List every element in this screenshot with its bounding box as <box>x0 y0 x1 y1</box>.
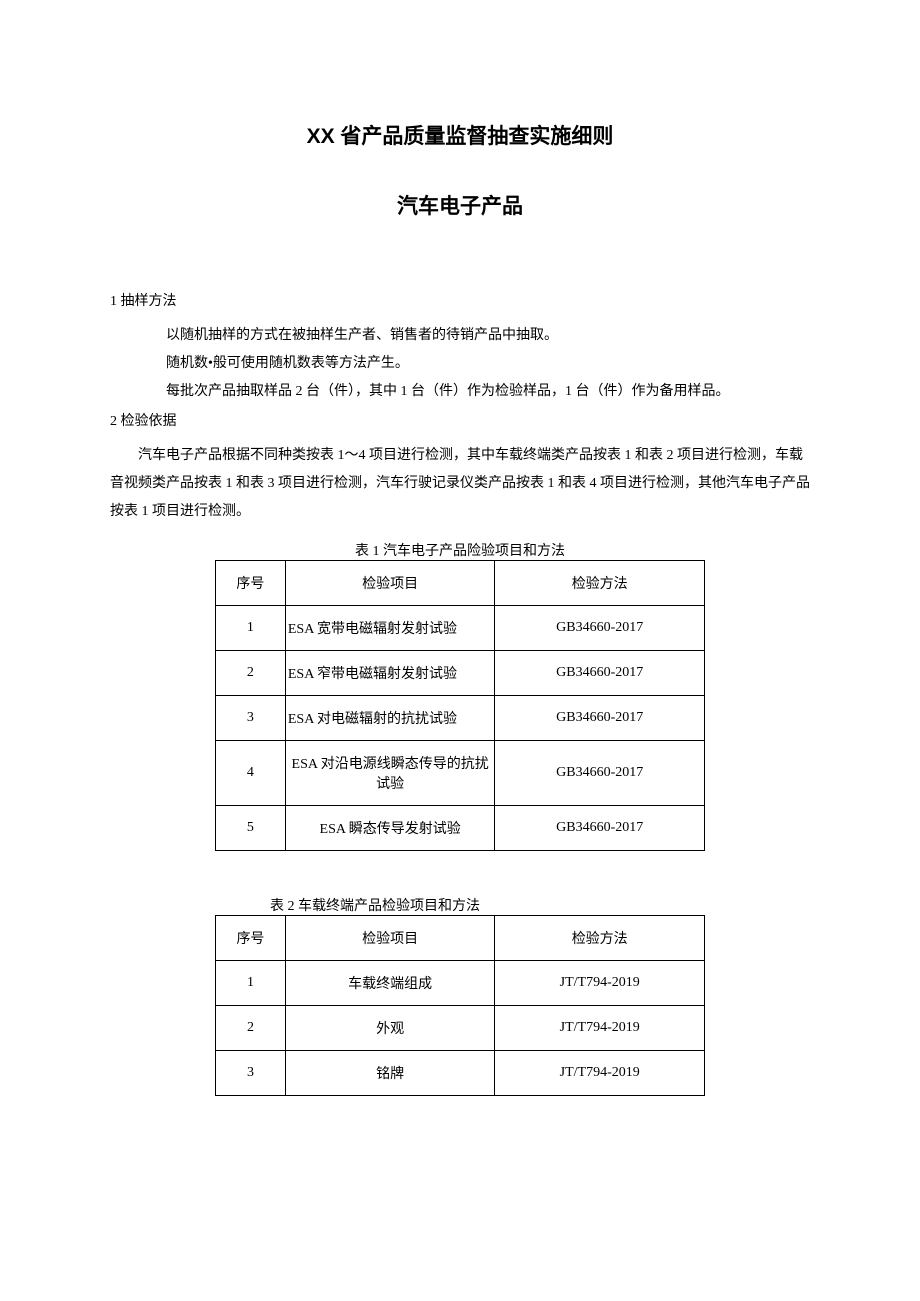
table-cell-num: 2 <box>216 651 286 696</box>
table-header-item: 检验项目 <box>285 916 495 961</box>
document-title: XX 省产品质量监督抽查实施细则 <box>110 120 810 150</box>
table-cell-method: JT/T794-2019 <box>495 1006 705 1051</box>
table-row: 1 车载终端组成 JT/T794-2019 <box>216 961 705 1006</box>
table-row: 2 外观 JT/T794-2019 <box>216 1006 705 1051</box>
table-cell-item: ESA 瞬态传导发射试验 <box>285 806 495 851</box>
table-row: 3 ESA 对电磁辐射的抗扰试验 GB34660-2017 <box>216 696 705 741</box>
table-cell-item: ESA 窄带电磁辐射发射试验 <box>285 651 495 696</box>
table-row: 2 ESA 窄带电磁辐射发射试验 GB34660-2017 <box>216 651 705 696</box>
table-1-caption: 表 1 汽车电子产品险验项目和方法 <box>110 540 810 560</box>
table-header-num: 序号 <box>216 916 286 961</box>
table-2-caption: 表 2 车载终端产品检验项目和方法 <box>110 895 810 915</box>
table-header-method: 检验方法 <box>495 561 705 606</box>
document-subtitle: 汽车电子产品 <box>110 190 810 220</box>
table-cell-num: 5 <box>216 806 286 851</box>
table-cell-item: 外观 <box>285 1006 495 1051</box>
table-cell-method: JT/T794-2019 <box>495 961 705 1006</box>
table-cell-item: ESA 对电磁辐射的抗扰试验 <box>285 696 495 741</box>
table-cell-num: 3 <box>216 696 286 741</box>
table-cell-num: 1 <box>216 606 286 651</box>
table-cell-num: 3 <box>216 1051 286 1096</box>
section-1-para-3: 每批次产品抽取样品 2 台（件），其中 1 台（件）作为检验样品，1 台（件）作… <box>110 378 810 406</box>
table-cell-num: 1 <box>216 961 286 1006</box>
section-1-para-2: 随机数•般可使用随机数表等方法产生。 <box>110 350 810 378</box>
table-cell-method: GB34660-2017 <box>495 696 705 741</box>
table-cell-num: 2 <box>216 1006 286 1051</box>
table-cell-item: 铭牌 <box>285 1051 495 1096</box>
table-row: 序号 检验项目 检验方法 <box>216 561 705 606</box>
table-row: 5 ESA 瞬态传导发射试验 GB34660-2017 <box>216 806 705 851</box>
table-header-num: 序号 <box>216 561 286 606</box>
table-cell-num: 4 <box>216 741 286 806</box>
table-row: 1 ESA 宽带电磁辐射发射试验 GB34660-2017 <box>216 606 705 651</box>
section-2-heading: 2 检验依据 <box>110 410 810 430</box>
table-2: 序号 检验项目 检验方法 1 车载终端组成 JT/T794-2019 2 外观 … <box>215 915 705 1096</box>
table-row: 4 ESA 对沿电源线瞬态传导的抗扰试验 GB34660-2017 <box>216 741 705 806</box>
table-cell-item: 车载终端组成 <box>285 961 495 1006</box>
table-cell-item: ESA 对沿电源线瞬态传导的抗扰试验 <box>285 741 495 806</box>
table-cell-method: GB34660-2017 <box>495 651 705 696</box>
section-2-para-1: 汽车电子产品根据不同种类按表 1～4 项目进行检测，其中车载终端类产品按表 1 … <box>110 442 810 526</box>
section-1-heading: 1 抽样方法 <box>110 290 810 310</box>
table-cell-item: ESA 宽带电磁辐射发射试验 <box>285 606 495 651</box>
table-row: 3 铭牌 JT/T794-2019 <box>216 1051 705 1096</box>
table-cell-method: GB34660-2017 <box>495 806 705 851</box>
table-cell-method: GB34660-2017 <box>495 741 705 806</box>
table-header-item: 检验项目 <box>285 561 495 606</box>
table-header-method: 检验方法 <box>495 916 705 961</box>
table-cell-method: JT/T794-2019 <box>495 1051 705 1096</box>
section-1-para-1: 以随机抽样的方式在被抽样生产者、销售者的待销产品中抽取。 <box>110 322 810 350</box>
table-row: 序号 检验项目 检验方法 <box>216 916 705 961</box>
table-cell-method: GB34660-2017 <box>495 606 705 651</box>
table-1: 序号 检验项目 检验方法 1 ESA 宽带电磁辐射发射试验 GB34660-20… <box>215 560 705 851</box>
